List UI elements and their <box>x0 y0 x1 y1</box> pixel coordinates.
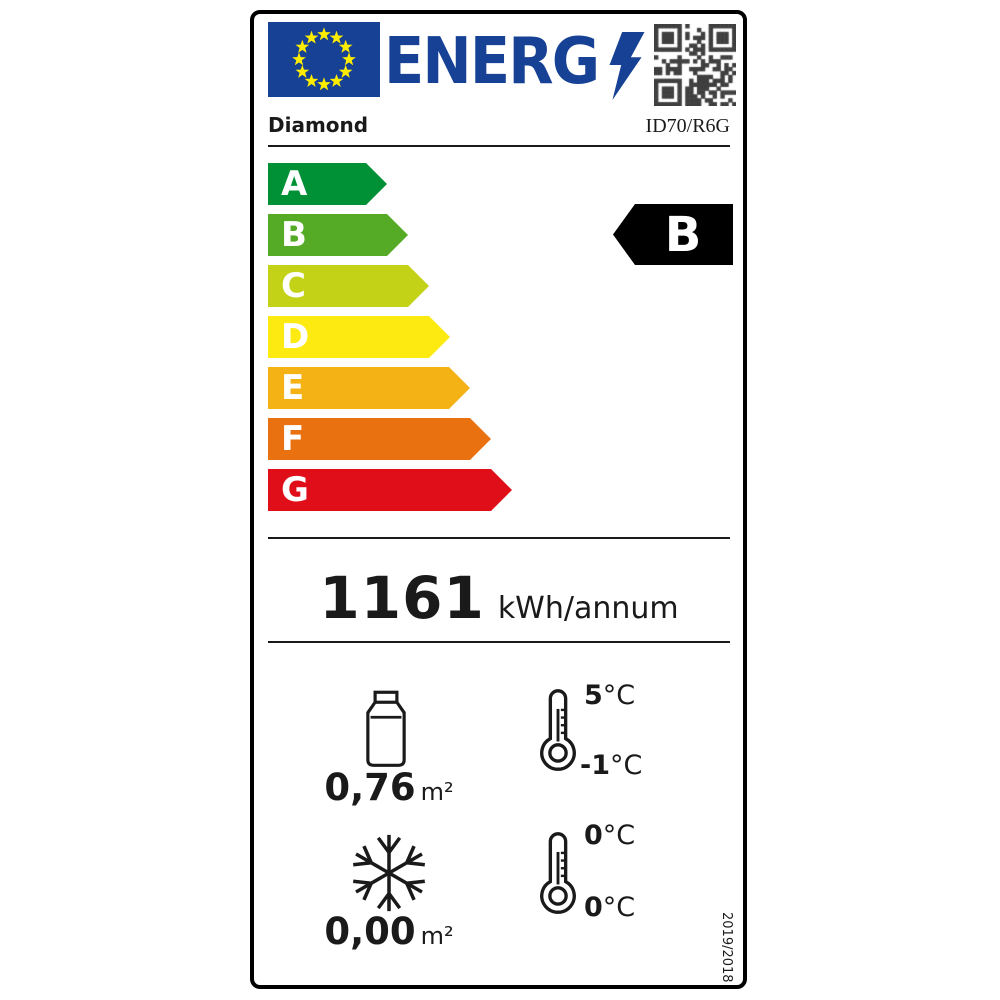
energy-consumption-value: 1161 <box>319 564 485 632</box>
efficiency-class-arrow-A: A <box>268 163 387 205</box>
efficiency-class-arrow-D: D <box>268 316 450 358</box>
chilled-display-area: 0,76 m² <box>274 766 504 809</box>
efficiency-class-arrow-F: F <box>268 418 491 460</box>
regulation-number: 2019/2018 <box>719 912 734 983</box>
efficiency-class-arrow-E: E <box>268 367 470 409</box>
lightning-bolt-shape <box>609 32 645 100</box>
chilled-compartment-bottle-icon <box>363 690 409 768</box>
eu-flag-stars <box>292 27 356 91</box>
chilled-temp-max: 5°C <box>584 680 636 711</box>
divider <box>268 641 730 643</box>
rating-indicator-arrow: B <box>613 204 733 265</box>
qr-code <box>654 24 736 106</box>
chilled-thermometer-icon <box>536 686 580 774</box>
efficiency-class-letter: A <box>281 164 308 204</box>
efficiency-class-letter: B <box>281 215 307 255</box>
frozen-thermometer-icon <box>536 829 580 917</box>
chilled-area-value: 0,76 <box>324 766 416 809</box>
frozen-display-area: 0,00 m² <box>274 910 504 953</box>
efficiency-class-letter: D <box>281 317 310 357</box>
model-identifier: ID70/R6G <box>645 115 730 137</box>
energ-logo: ENERG <box>384 30 647 100</box>
frozen-area-value: 0,00 <box>324 910 416 953</box>
frozen-temp-max: 0°C <box>584 820 636 851</box>
energy-consumption: 1161 kWh/annum <box>268 564 730 632</box>
efficiency-class-arrow-G: G <box>268 469 512 511</box>
energ-logo-text: ENERG <box>384 25 600 99</box>
divider <box>268 145 730 147</box>
efficiency-class-arrow-B: B <box>268 214 408 256</box>
frozen-area-unit: m² <box>420 922 454 950</box>
efficiency-class-letter: E <box>281 368 305 408</box>
frozen-compartment-snowflake-icon <box>351 832 427 914</box>
chilled-area-unit: m² <box>420 778 454 806</box>
chilled-temp-min: -1°C <box>580 750 643 781</box>
frozen-temp-min: 0°C <box>584 892 636 923</box>
efficiency-class-arrow-C: C <box>268 265 429 307</box>
lightning-bolt-icon <box>609 32 645 100</box>
efficiency-class-letter: G <box>281 470 309 510</box>
supplier-name: Diamond <box>268 113 369 137</box>
rating-letter: B <box>664 206 702 263</box>
brand-row: Diamond ID70/R6G <box>268 113 730 138</box>
efficiency-class-letter: F <box>281 419 305 459</box>
energy-consumption-unit: kWh/annum <box>497 591 679 626</box>
efficiency-class-letter: C <box>281 266 306 306</box>
eu-flag-icon <box>268 22 380 97</box>
divider <box>268 537 730 539</box>
